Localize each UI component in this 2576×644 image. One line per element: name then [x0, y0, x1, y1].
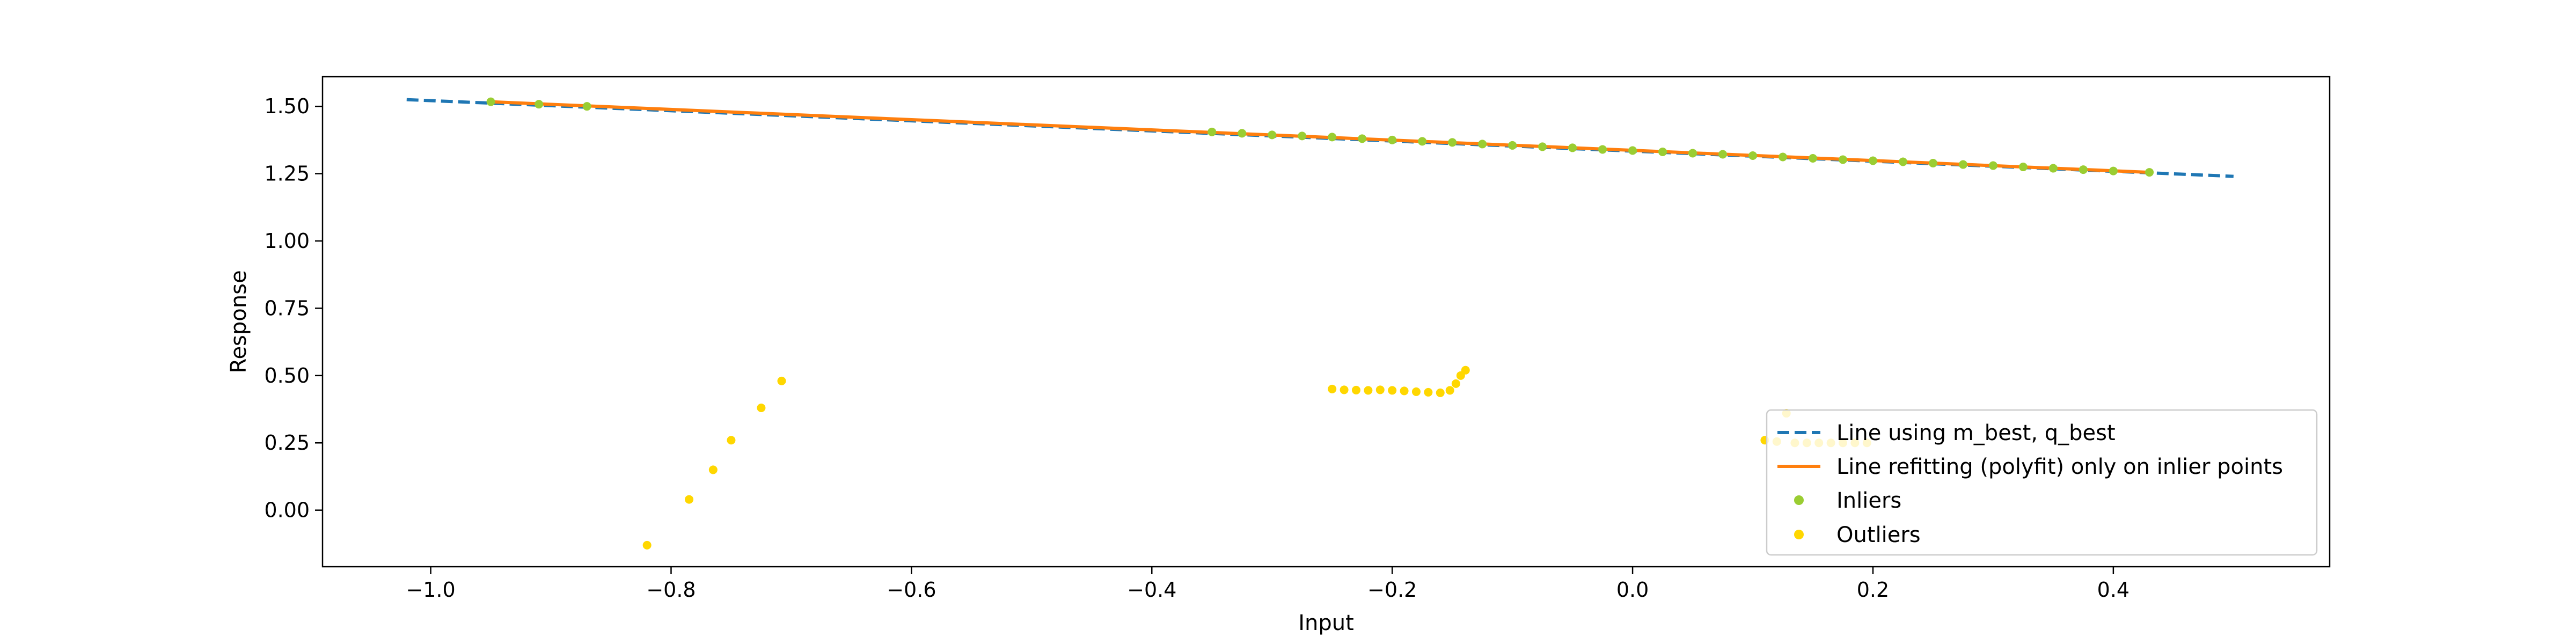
y-tick-label: 1.25 [264, 162, 310, 186]
legend-swatch-marker [1794, 495, 1804, 505]
outlier-point [1351, 385, 1360, 394]
outlier-point [727, 436, 736, 445]
inlier-point [1598, 145, 1607, 154]
legend-box [1766, 409, 2318, 556]
inlier-point [1838, 155, 1847, 164]
outlier-point [1364, 386, 1373, 395]
y-tick-label: 1.00 [264, 229, 310, 253]
x-tick-label: 0.0 [1616, 578, 1649, 602]
y-tick-label: 0.50 [264, 364, 310, 387]
inlier-point [1898, 157, 1907, 166]
outlier-point [1340, 385, 1349, 394]
legend-label: Line refitting (polyfit) only on inlier … [1836, 455, 2283, 479]
legend-label: Inliers [1836, 488, 1901, 513]
x-axis-label: Input [1298, 611, 1354, 635]
inlier-point [1418, 137, 1427, 146]
inlier-point [535, 100, 544, 109]
inlier-point [1358, 134, 1367, 143]
inlier-point [1809, 153, 1818, 163]
inlier-point [2145, 168, 2154, 177]
inlier-point [1478, 140, 1487, 149]
axis-ticks: −1.0 −0.8 −0.6 −0.4 −0.2 0.0 0.2 0.4 0.00 0.25 0.5… [264, 94, 2129, 602]
x-tick-label: −0.2 [1367, 578, 1417, 602]
outlier-point [757, 404, 766, 413]
inlier-point [1268, 130, 1277, 140]
inlier-point [1328, 133, 1337, 142]
inlier-point [1208, 127, 1217, 136]
outlier-point [1388, 386, 1397, 395]
inlier-point [1628, 146, 1637, 155]
inlier-point [2109, 166, 2118, 175]
y-tick-label: 0.75 [264, 296, 310, 320]
x-tick-label: −1.0 [406, 578, 455, 602]
inlier-point [1748, 151, 1758, 160]
inlier-point [1538, 142, 1547, 151]
outlier-point [1461, 365, 1470, 375]
inlier-point [1779, 152, 1788, 162]
inlier-point [1988, 161, 1997, 170]
inlier-point [1658, 147, 1667, 156]
outlier-point [1411, 387, 1421, 396]
y-tick-label: 0.00 [264, 499, 310, 522]
inlier-point [2079, 165, 2088, 174]
inlier-point [1298, 131, 1307, 141]
y-tick-label: 0.25 [264, 431, 310, 455]
inlier-point [1388, 135, 1397, 144]
inlier-point [582, 102, 591, 111]
inlier-point [1868, 156, 1877, 165]
inlier-point [2018, 163, 2028, 172]
legend-label: Line using m_best, q_best [1836, 421, 2116, 445]
legend-label: Outliers [1836, 523, 1921, 547]
legend-swatch-marker [1794, 530, 1804, 539]
x-tick-label: −0.6 [887, 578, 936, 602]
axes-frame [321, 76, 2331, 568]
inlier-point [1568, 143, 1577, 152]
outlier-point [1375, 385, 1385, 394]
inlier-point [1958, 160, 1967, 169]
inlier-point [486, 97, 495, 106]
inlier-point [1928, 159, 1937, 168]
inlier-point [1718, 150, 1728, 159]
outlier-point [1451, 379, 1460, 388]
outlier-point [777, 376, 786, 385]
x-tick-label: −0.4 [1127, 578, 1176, 602]
outlier-point [1424, 387, 1433, 397]
x-tick-label: 0.4 [2097, 578, 2129, 602]
legend: Line using m_best, q_best Line refitting … [1766, 409, 2318, 556]
outlier-point [642, 540, 652, 550]
inlier-point [1508, 141, 1517, 150]
inlier-point [1448, 138, 1457, 147]
outlier-point [708, 465, 718, 474]
inlier-point [1238, 129, 1247, 138]
outlier-point [1436, 388, 1445, 397]
outlier-point [685, 495, 694, 504]
y-tick-label: 1.50 [264, 94, 310, 118]
outlier-point [1328, 384, 1337, 393]
inlier-point [2048, 164, 2058, 173]
x-tick-label: 0.2 [1857, 578, 1889, 602]
inlier-point [1688, 149, 1697, 158]
outlier-point [1445, 386, 1454, 395]
outlier-point [1400, 386, 1409, 396]
x-tick-label: −0.8 [646, 578, 696, 602]
y-axis-label: Response [226, 270, 251, 373]
